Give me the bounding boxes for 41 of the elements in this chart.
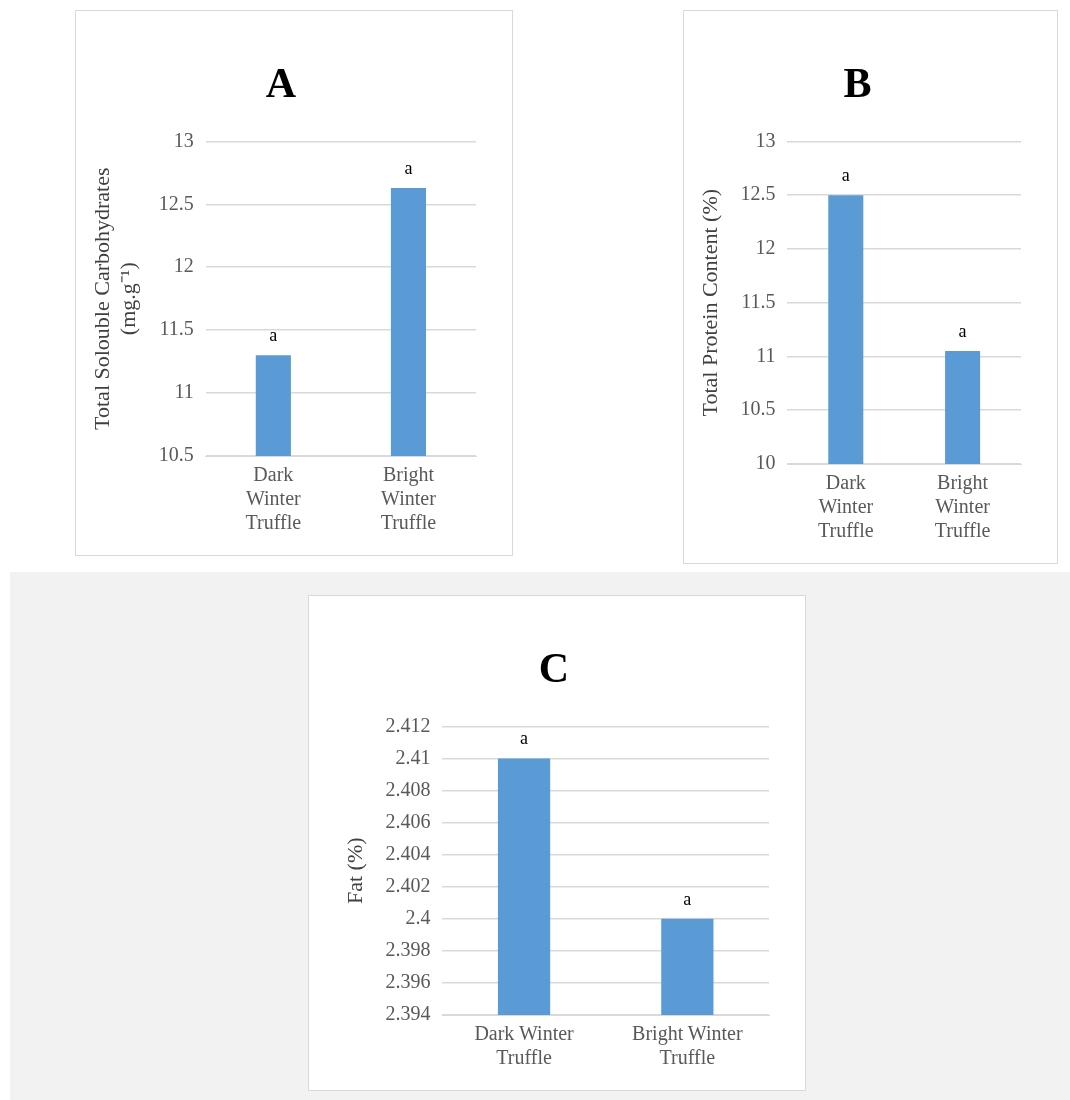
y-tick-label: 2.406 bbox=[385, 809, 431, 832]
annotation: a bbox=[269, 325, 278, 346]
x-tick-label: Dark Winter Truffle bbox=[818, 471, 874, 542]
y-tick-label: 13 bbox=[173, 128, 194, 151]
chart-title: B bbox=[843, 60, 872, 107]
y-axis-title: Total Protein Content (%) bbox=[696, 188, 722, 417]
x-tick-label: Dark Winter Truffle bbox=[474, 1022, 575, 1069]
y-tick-label: 12 bbox=[755, 236, 776, 259]
y-tick-label: 2.412 bbox=[385, 713, 431, 736]
y-tick-label: 11.5 bbox=[159, 317, 194, 340]
annotation: a bbox=[683, 888, 692, 909]
chart-title: A bbox=[265, 60, 297, 107]
x-tick-label: Bright Winter Truffle bbox=[380, 463, 437, 534]
y-tick-label: 2.402 bbox=[385, 873, 431, 896]
y-tick-label: 12.5 bbox=[158, 191, 194, 214]
y-tick-label: 11 bbox=[174, 380, 194, 403]
y-tick-label: 2.41 bbox=[395, 745, 431, 768]
y-tick-label: 11.5 bbox=[741, 289, 776, 312]
y-tick-label: 12.5 bbox=[740, 182, 776, 205]
annotation: a bbox=[520, 728, 529, 749]
y-tick-label: 2.4 bbox=[405, 906, 431, 929]
y-tick-label: 10 bbox=[755, 451, 776, 474]
y-tick-label: 2.394 bbox=[385, 1002, 431, 1025]
annotation: a bbox=[404, 157, 413, 178]
y-axis-title: Fat (%) bbox=[341, 837, 367, 904]
y-tick-label: 10.5 bbox=[158, 443, 194, 466]
y-tick-label: 2.404 bbox=[385, 841, 431, 864]
y-tick-label: 13 bbox=[755, 128, 776, 151]
y-tick-label: 2.398 bbox=[385, 938, 431, 961]
chart-title: C bbox=[538, 645, 570, 692]
y-axis-title: Total Solouble Carbohydrates (mg.g⁻¹) bbox=[88, 167, 141, 430]
y-tick-label: 2.408 bbox=[385, 777, 431, 800]
x-tick-label: Bright Winter Truffle bbox=[632, 1022, 743, 1069]
annotation: a bbox=[958, 320, 967, 341]
x-tick-label: Dark Winter Truffle bbox=[245, 463, 302, 534]
y-tick-label: 10.5 bbox=[740, 397, 776, 420]
x-tick-label: Bright Winter Truffle bbox=[934, 471, 991, 542]
y-tick-label: 12 bbox=[173, 254, 194, 277]
annotation: a bbox=[841, 164, 850, 185]
y-tick-label: 2.396 bbox=[385, 970, 431, 993]
y-tick-label: 11 bbox=[756, 343, 776, 366]
